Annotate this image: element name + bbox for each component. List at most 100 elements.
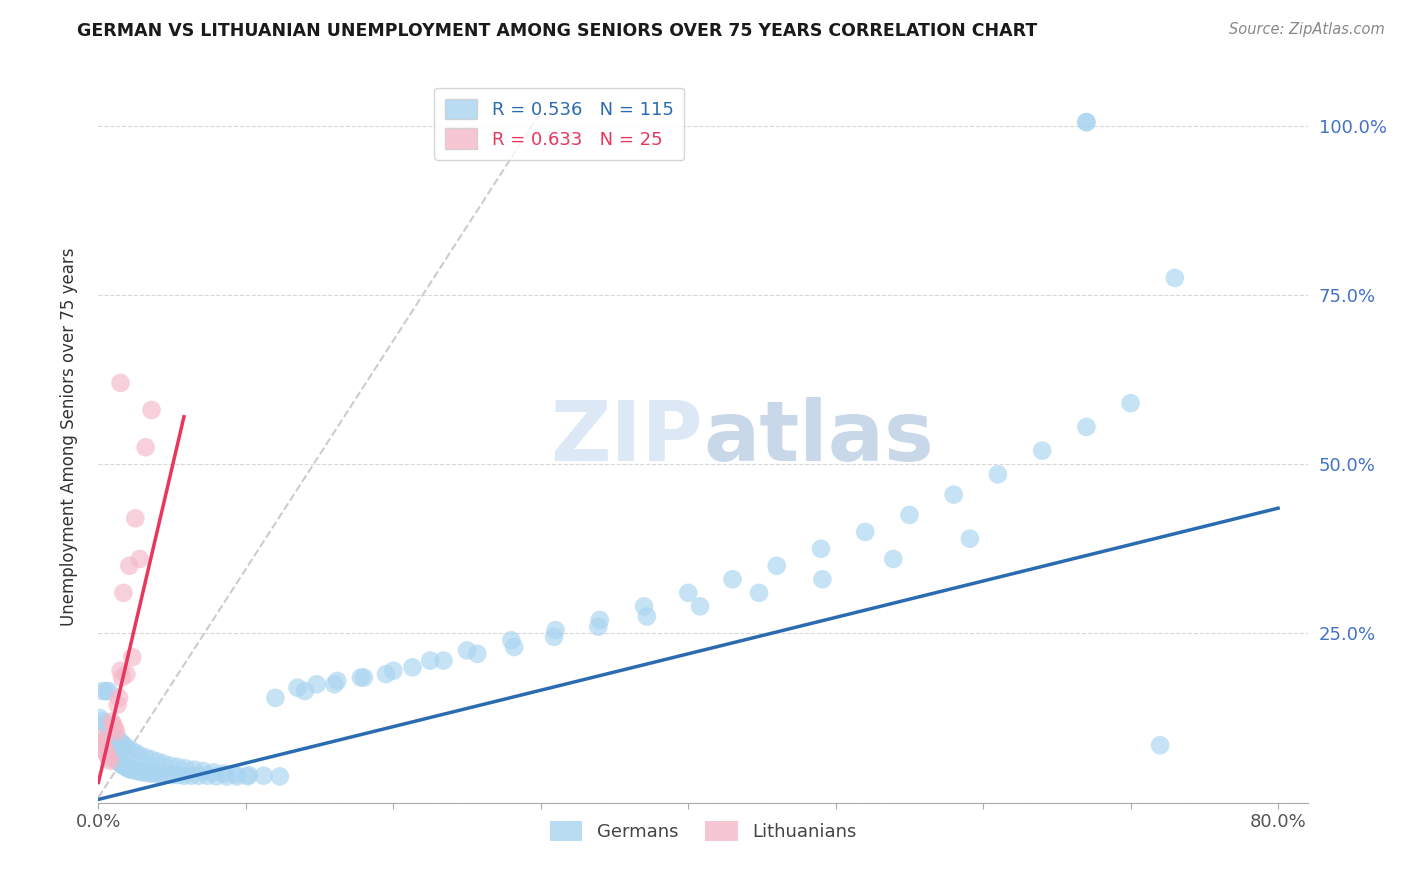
Point (97, 746, 120, 760)
Point (108, 690, 131, 705)
Point (104, 751, 127, 765)
Point (942, 488, 965, 502)
Point (503, 640, 526, 654)
Point (810, 541, 832, 556)
Point (1119, 396, 1142, 410)
Point (589, 613, 612, 627)
Point (238, 768, 260, 782)
Point (108, 755, 131, 769)
Text: GERMAN VS LITHUANIAN UNEMPLOYMENT AMONG SENIORS OVER 75 YEARS CORRELATION CHART: GERMAN VS LITHUANIAN UNEMPLOYMENT AMONG … (77, 22, 1038, 40)
Point (105, 724, 128, 739)
Point (97, 751, 120, 765)
Point (107, 698, 129, 712)
Point (167, 760, 190, 774)
Point (155, 767, 177, 781)
Point (125, 764, 148, 778)
Point (91, 714, 114, 729)
Point (91, 738, 114, 752)
Point (91, 738, 114, 752)
Text: Source: ZipAtlas.com: Source: ZipAtlas.com (1229, 22, 1385, 37)
Point (159, 758, 181, 772)
Point (959, 532, 981, 546)
Point (93, 741, 115, 756)
Point (131, 765, 153, 780)
Point (112, 738, 135, 752)
Point (205, 769, 228, 783)
Text: ZIP: ZIP (551, 397, 703, 477)
Point (128, 748, 150, 763)
Point (226, 769, 249, 783)
Point (120, 743, 142, 757)
Point (128, 764, 150, 779)
Point (141, 766, 163, 780)
Point (93, 740, 115, 755)
Point (853, 524, 876, 539)
Point (112, 758, 135, 772)
Point (160, 768, 183, 782)
Point (136, 766, 159, 780)
Point (105, 752, 128, 766)
Point (100, 724, 122, 739)
Point (135, 750, 157, 764)
Point (180, 769, 202, 783)
Point (1076, 115, 1098, 129)
Point (721, 572, 744, 586)
Legend: Germans, Lithuanians: Germans, Lithuanians (543, 814, 863, 848)
Point (353, 671, 375, 685)
Point (118, 558, 141, 573)
Point (544, 623, 567, 637)
Point (141, 403, 163, 417)
Point (326, 673, 349, 688)
Point (1149, 738, 1171, 752)
Point (94, 742, 117, 756)
Point (173, 769, 195, 783)
Point (110, 756, 132, 771)
Point (89, 711, 111, 725)
Point (124, 746, 146, 760)
Point (543, 630, 565, 644)
Point (294, 684, 316, 698)
Point (419, 654, 441, 668)
Point (120, 763, 142, 777)
Point (811, 572, 834, 586)
Point (401, 660, 423, 674)
Point (107, 731, 129, 746)
Point (101, 749, 124, 764)
Point (1031, 443, 1053, 458)
Point (145, 766, 167, 780)
Point (98, 747, 121, 761)
Point (96, 748, 118, 763)
Point (252, 769, 274, 783)
Point (636, 609, 658, 624)
Point (97, 684, 120, 698)
Point (212, 766, 235, 780)
Point (111, 757, 134, 772)
Point (678, 586, 700, 600)
Point (124, 511, 146, 525)
Y-axis label: Unemployment Among Seniors over 75 years: Unemployment Among Seniors over 75 years (59, 248, 77, 626)
Point (104, 728, 127, 742)
Point (197, 769, 219, 783)
Point (191, 764, 214, 778)
Point (94, 684, 117, 698)
Point (287, 681, 309, 695)
Point (101, 718, 124, 732)
Point (264, 690, 287, 705)
Point (111, 671, 134, 685)
Point (112, 586, 135, 600)
Point (115, 667, 138, 681)
Point (898, 508, 921, 522)
Point (689, 599, 711, 614)
Point (149, 767, 172, 781)
Point (501, 633, 523, 648)
Point (1076, 420, 1098, 434)
Point (110, 664, 132, 678)
Point (100, 748, 122, 763)
Point (1164, 271, 1187, 285)
Point (167, 768, 190, 782)
Point (305, 677, 328, 691)
Point (141, 752, 163, 766)
Point (174, 761, 197, 775)
Point (987, 467, 1010, 482)
Point (96, 744, 118, 758)
